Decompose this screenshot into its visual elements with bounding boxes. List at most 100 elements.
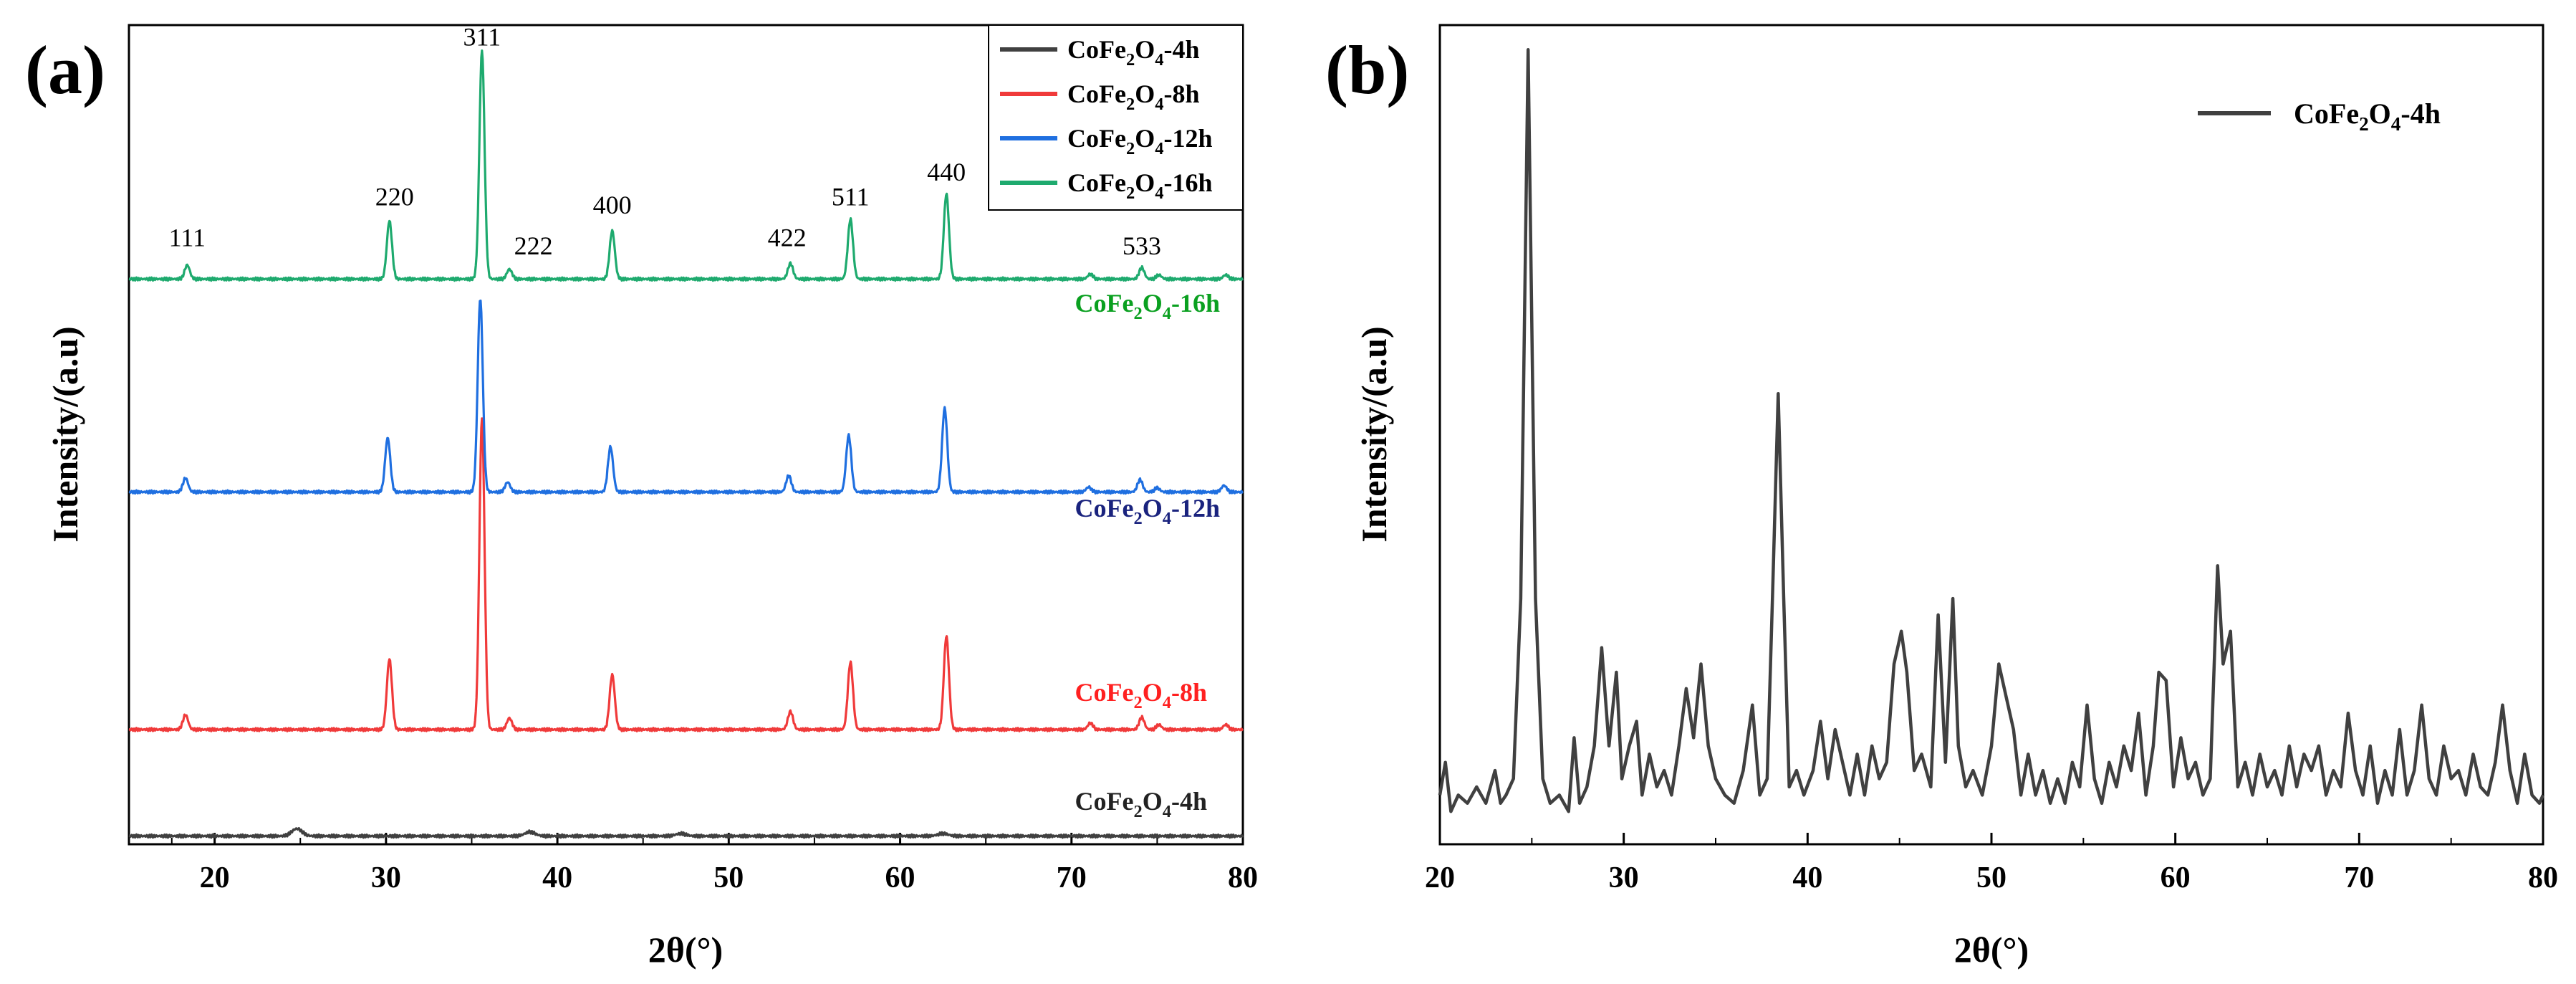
- x-tick-label: 30: [371, 861, 401, 894]
- x-tick-label: 80: [1228, 861, 1258, 894]
- formula-part: CoFe: [1075, 494, 1134, 522]
- panel-a-label: (a): [25, 32, 105, 108]
- peak-label: 511: [832, 182, 870, 211]
- formula-part: CoFe: [2294, 97, 2359, 130]
- formula-part: CoFe: [1075, 678, 1134, 707]
- formula-part: -12h: [1171, 494, 1220, 522]
- formula-part: -8h: [1163, 80, 1199, 108]
- formula-part: 4: [1155, 50, 1163, 70]
- x-tick-label: 60: [2161, 861, 2191, 894]
- panel-b-y-axis-label: Intensity/(a.u): [1354, 326, 1394, 542]
- peak-label: 311: [463, 23, 501, 52]
- legend-entry: CoFe2O4-4h: [2294, 97, 2441, 135]
- formula-part: O: [1143, 289, 1163, 317]
- peak-label: 400: [593, 191, 632, 219]
- panel-b-plot-frame: [1438, 24, 2544, 846]
- formula-part: O: [2369, 97, 2391, 130]
- series-label-CoFe2O4-4h: CoFe2O4-4h: [1075, 787, 1207, 821]
- x-tick-label: 20: [200, 861, 230, 894]
- formula-part: 4: [1163, 693, 1171, 712]
- x-tick-label: 60: [885, 861, 915, 894]
- x-tick-label: 70: [1057, 861, 1087, 894]
- formula-part: CoFe: [1067, 35, 1126, 64]
- panel-a-legend-box: [988, 24, 1244, 211]
- formula-part: -4h: [1163, 35, 1199, 64]
- legend-entry: CoFe2O4-12h: [1067, 124, 1212, 158]
- x-tick-label: 30: [1609, 861, 1639, 894]
- formula-part: -8h: [1171, 678, 1207, 707]
- formula-part: O: [1143, 494, 1163, 522]
- formula-part: 2: [1126, 95, 1135, 114]
- formula-part: CoFe: [1067, 80, 1126, 108]
- formula-part: O: [1135, 35, 1155, 64]
- series-line-CoFe2O4-4h: [1438, 48, 2545, 813]
- formula-part: 2: [1134, 509, 1143, 528]
- formula-part: -4h: [1171, 787, 1207, 816]
- x-tick-label: 20: [1425, 861, 1455, 894]
- series-line-CoFe2O4-16h: [128, 49, 1244, 282]
- series-line-CoFe2O4-12h: [128, 299, 1244, 495]
- panel-b-x-ticks: 20 30 40 50 60 70 80: [1425, 833, 2558, 894]
- formula-part: 4: [1163, 802, 1171, 821]
- formula-part: -12h: [1163, 124, 1212, 153]
- formula-part: 2: [2359, 113, 2369, 135]
- panel-a-series: [128, 49, 1244, 839]
- formula-part: 2: [1134, 304, 1143, 323]
- peak-label: 440: [927, 158, 966, 186]
- legend-entry: CoFe2O4-8h: [1067, 80, 1199, 114]
- formula-part: 2: [1126, 183, 1135, 203]
- formula-part: 4: [2391, 113, 2401, 135]
- formula-part: 4: [1155, 139, 1163, 158]
- formula-part: 4: [1163, 509, 1171, 528]
- panel-a-legend: CoFe2O4-4hCoFe2O4-8hCoFe2O4-12hCoFe2O4-1…: [988, 24, 1244, 211]
- x-tick-label: 50: [1976, 861, 2007, 894]
- formula-part: CoFe: [1075, 787, 1134, 816]
- x-tick-label: 40: [542, 861, 572, 894]
- formula-part: 2: [1134, 693, 1143, 712]
- formula-part: CoFe: [1067, 124, 1126, 153]
- panel-b: (b) 20 30 40 50 60 70 80 CoFe2O4-4h 2θ(°) Inte…: [1325, 24, 2558, 970]
- formula-part: O: [1135, 124, 1155, 153]
- x-tick-label: 40: [1792, 861, 1822, 894]
- panel-b-label: (b): [1325, 32, 1409, 108]
- formula-part: O: [1143, 787, 1163, 816]
- panel-a-x-axis-label: 2θ(°): [648, 930, 723, 970]
- formula-part: 2: [1134, 802, 1143, 821]
- legend-entry: CoFe2O4-4h: [1067, 35, 1199, 70]
- panel-a: (a) 20 30 40 50 60 70 80 CoFe2O4-4hCoFe2O4-8hC…: [25, 23, 1258, 970]
- peak-label: 220: [375, 182, 414, 211]
- formula-part: 4: [1155, 95, 1163, 114]
- formula-part: 4: [1155, 183, 1163, 203]
- formula-part: 2: [1126, 139, 1135, 158]
- series-label-CoFe2O4-12h: CoFe2O4-12h: [1075, 494, 1220, 528]
- panel-a-series-labels: CoFe2O4-4hCoFe2O4-8hCoFe2O4-12hCoFe2O4-1…: [1075, 289, 1220, 821]
- panel-a-y-axis-label: Intensity/(a.u): [45, 326, 85, 542]
- formula-part: 2: [1126, 50, 1135, 70]
- formula-part: -4h: [2400, 97, 2441, 130]
- formula-part: O: [1135, 80, 1155, 108]
- panel-a-x-ticks: 20 30 40 50 60 70 80: [170, 833, 1258, 894]
- series-label-CoFe2O4-16h: CoFe2O4-16h: [1075, 289, 1220, 323]
- formula-part: -16h: [1163, 168, 1212, 197]
- formula-part: -16h: [1171, 289, 1220, 317]
- formula-part: O: [1135, 168, 1155, 197]
- series-line-CoFe2O4-4h: [128, 827, 1244, 839]
- series-label-CoFe2O4-8h: CoFe2O4-8h: [1075, 678, 1207, 712]
- formula-part: O: [1143, 678, 1163, 707]
- formula-part: CoFe: [1075, 289, 1134, 317]
- peak-label: 222: [514, 231, 553, 260]
- peak-label: 533: [1123, 231, 1161, 260]
- legend-entry: CoFe2O4-16h: [1067, 168, 1212, 203]
- x-tick-label: 50: [713, 861, 744, 894]
- x-tick-label: 80: [2528, 861, 2558, 894]
- panel-b-legend: CoFe2O4-4h: [2198, 97, 2441, 135]
- formula-part: CoFe: [1067, 168, 1126, 197]
- panel-b-series: [1438, 48, 2545, 813]
- panel-a-plot-frame: [128, 24, 1244, 846]
- series-line-CoFe2O4-8h: [128, 417, 1244, 732]
- peak-label: 422: [768, 224, 807, 252]
- panel-b-x-axis-label: 2θ(°): [1954, 930, 2029, 970]
- x-tick-label: 70: [2344, 861, 2374, 894]
